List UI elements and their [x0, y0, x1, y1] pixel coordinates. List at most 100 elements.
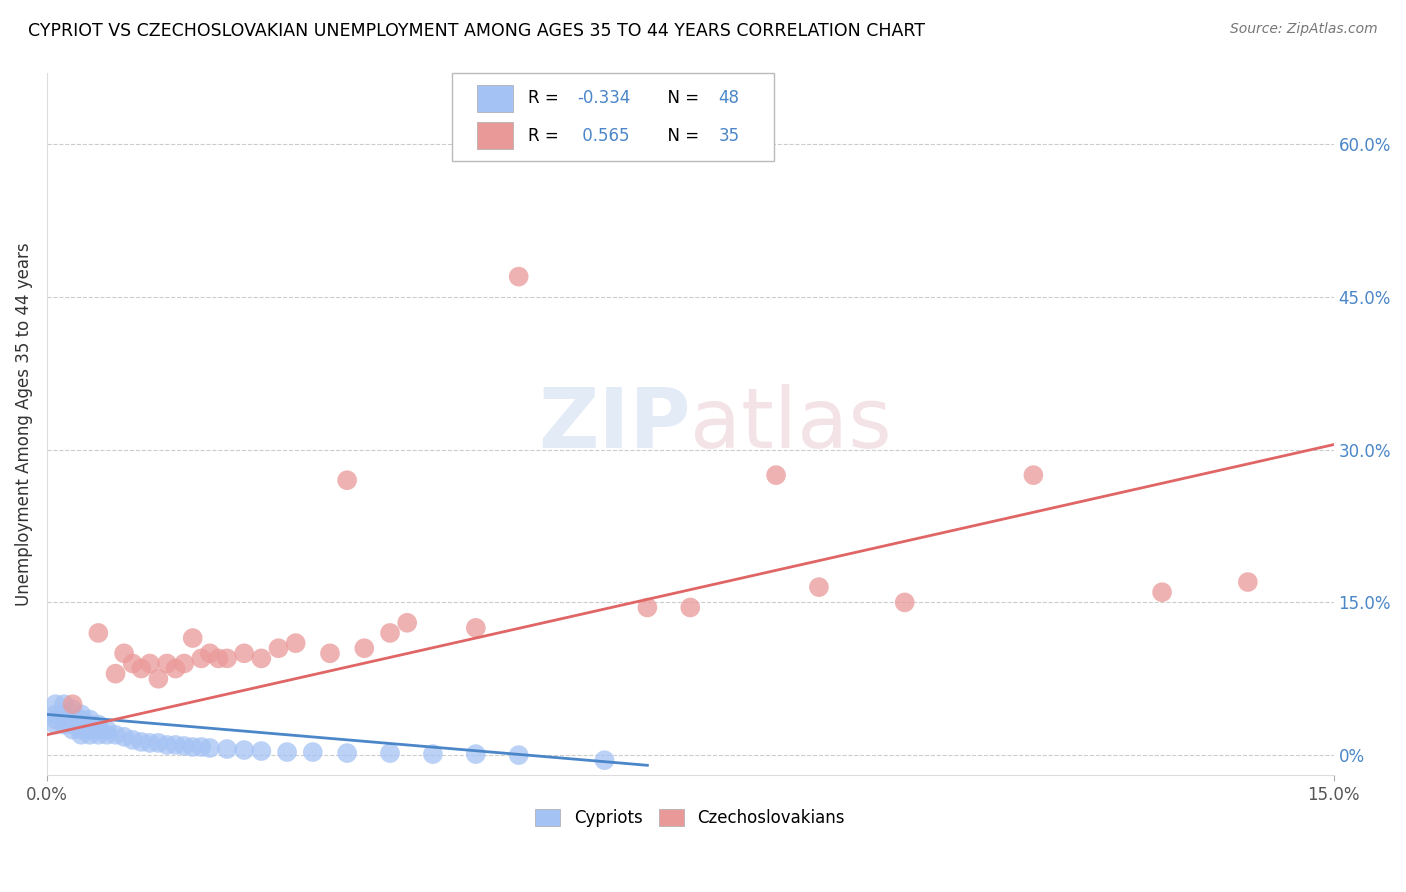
Point [87, 717, 110, 731]
Point [508, 269, 530, 284]
Point [250, 651, 273, 665]
Point [129, 735, 152, 749]
Point [378, 626, 401, 640]
Point [79, 728, 101, 742]
Text: atlas: atlas [690, 384, 891, 465]
Point [165, 738, 187, 752]
Point [121, 732, 143, 747]
Point [96, 723, 118, 737]
Point [53, 717, 76, 731]
Point [190, 651, 212, 665]
Text: -0.334: -0.334 [576, 89, 630, 107]
Text: Source: ZipAtlas.com: Source: ZipAtlas.com [1230, 22, 1378, 37]
Point [96, 728, 118, 742]
Point [301, 745, 323, 759]
Y-axis label: Unemployment Among Ages 35 to 44 years: Unemployment Among Ages 35 to 44 years [15, 243, 32, 606]
Text: 48: 48 [718, 89, 740, 107]
FancyBboxPatch shape [477, 85, 513, 112]
Point [79, 723, 101, 737]
Point [215, 742, 238, 756]
Point [148, 672, 170, 686]
Text: R =: R = [529, 89, 564, 107]
Point [70, 713, 93, 727]
Point [156, 657, 179, 671]
Point [62, 697, 84, 711]
Point [353, 641, 375, 656]
Point [53, 707, 76, 722]
Point [104, 666, 127, 681]
FancyBboxPatch shape [453, 73, 773, 161]
Point [215, 651, 238, 665]
Legend: Cypriots, Czechoslovakians: Cypriots, Czechoslovakians [529, 803, 852, 834]
Point [267, 641, 290, 656]
Point [87, 626, 110, 640]
Point [79, 717, 101, 731]
Point [336, 746, 359, 760]
Text: 0.565: 0.565 [576, 127, 630, 145]
Point [129, 662, 152, 676]
Point [181, 631, 204, 645]
Point [53, 697, 76, 711]
Point [284, 636, 307, 650]
Point [53, 713, 76, 727]
Point [250, 744, 273, 758]
Point [464, 621, 486, 635]
Point [87, 723, 110, 737]
Point [679, 600, 702, 615]
Point [44, 713, 66, 727]
Point [319, 646, 342, 660]
Point [198, 646, 221, 660]
Point [1152, 585, 1174, 599]
Text: N =: N = [657, 89, 704, 107]
Point [70, 723, 93, 737]
Point [44, 697, 66, 711]
Point [636, 600, 658, 615]
Point [422, 747, 444, 761]
Point [464, 747, 486, 761]
Point [62, 702, 84, 716]
Text: ZIP: ZIP [537, 384, 690, 465]
Point [181, 739, 204, 754]
Point [112, 646, 135, 660]
Point [807, 580, 830, 594]
Text: R =: R = [529, 127, 564, 145]
Point [104, 728, 127, 742]
Point [276, 745, 298, 759]
Point [508, 748, 530, 763]
Point [44, 707, 66, 722]
Point [165, 662, 187, 676]
Point [173, 739, 195, 753]
Point [70, 707, 93, 722]
Point [139, 736, 162, 750]
Point [156, 738, 179, 752]
Point [1237, 575, 1260, 590]
Point [44, 717, 66, 731]
Point [62, 723, 84, 737]
Point [190, 739, 212, 754]
Text: N =: N = [657, 127, 704, 145]
Point [765, 468, 787, 483]
Point [593, 753, 616, 767]
Point [233, 646, 256, 660]
Point [112, 730, 135, 744]
Point [1022, 468, 1045, 483]
Point [173, 657, 195, 671]
Point [70, 728, 93, 742]
Point [148, 736, 170, 750]
Point [121, 657, 143, 671]
Text: 35: 35 [718, 127, 740, 145]
FancyBboxPatch shape [477, 122, 513, 149]
Point [198, 741, 221, 756]
Point [62, 717, 84, 731]
Point [62, 713, 84, 727]
Point [378, 746, 401, 760]
Point [893, 595, 915, 609]
Point [87, 728, 110, 742]
Point [139, 657, 162, 671]
Point [336, 473, 359, 487]
Point [207, 651, 229, 665]
Text: CYPRIOT VS CZECHOSLOVAKIAN UNEMPLOYMENT AMONG AGES 35 TO 44 YEARS CORRELATION CH: CYPRIOT VS CZECHOSLOVAKIAN UNEMPLOYMENT … [28, 22, 925, 40]
Point [233, 743, 256, 757]
Point [79, 713, 101, 727]
Point [396, 615, 419, 630]
